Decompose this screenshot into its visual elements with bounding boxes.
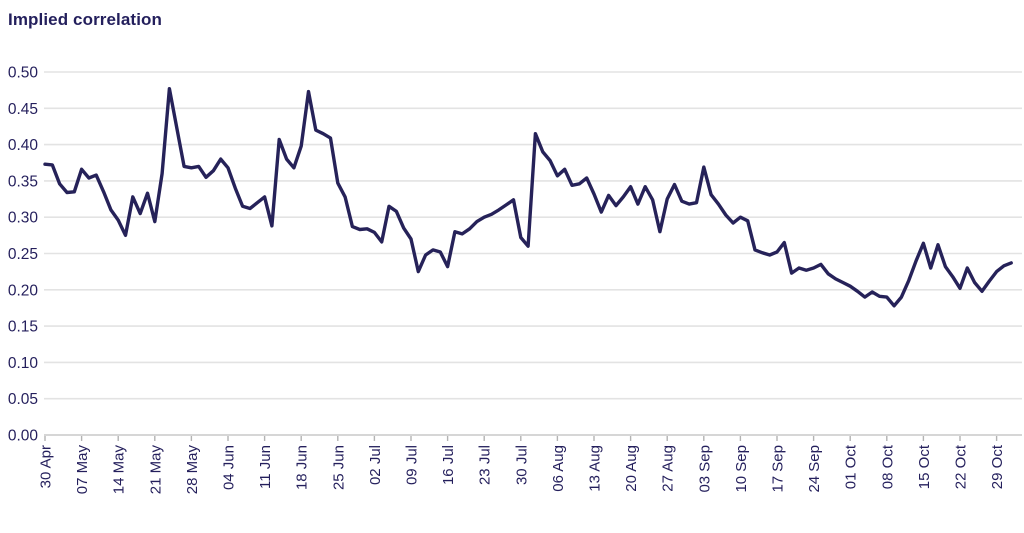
x-tick-label: 27 Aug <box>660 445 677 492</box>
y-tick-label: 0.25 <box>8 246 38 263</box>
series-line-implied-correlation <box>43 86 1013 308</box>
y-tick-label: 0.40 <box>8 137 39 154</box>
y-tick-label: 0.45 <box>8 101 38 118</box>
y-tick-label: 0.00 <box>8 428 39 445</box>
x-tick-label: 14 May <box>111 445 128 495</box>
y-tick-label: 0.20 <box>8 282 39 299</box>
x-tick-label: 22 Oct <box>953 444 970 489</box>
y-tick-label: 0.50 <box>8 65 39 82</box>
y-tick-label: 0.05 <box>8 391 38 408</box>
y-tick-label: 0.30 <box>8 210 39 227</box>
x-tick-label: 04 Jun <box>221 445 238 490</box>
y-tick-labels: 0.00 0.05 0.10 0.15 0.20 0.25 0.30 0.35 0.40 0.45… <box>8 65 39 445</box>
x-tick-label: 17 Sep <box>770 445 787 493</box>
y-tick-label: 0.10 <box>8 355 39 372</box>
x-tick-label: 28 May <box>184 445 201 495</box>
x-tick-label: 20 Aug <box>623 445 640 492</box>
x-tick-label: 24 Sep <box>806 445 823 493</box>
x-tick-label: 10 Sep <box>733 445 750 493</box>
x-tick-label: 18 Jun <box>294 445 311 490</box>
x-ticks <box>44 436 998 441</box>
x-tick-labels: 30 Apr 07 May 14 May 21 May 28 May 04 Jun 11 J… <box>38 444 1007 494</box>
x-tick-label: 21 May <box>147 445 164 495</box>
x-tick-label: 30 Jul <box>513 445 530 485</box>
chart-title: Implied correlation <box>8 10 162 29</box>
x-tick-label: 03 Sep <box>696 445 713 493</box>
x-tick-label: 13 Aug <box>587 445 604 492</box>
x-tick-label: 23 Jul <box>477 445 494 485</box>
x-tick-label: 11 Jun <box>257 445 274 489</box>
x-tick-label: 08 Oct <box>879 444 896 489</box>
x-tick-label: 06 Aug <box>550 445 567 492</box>
x-tick-label: 01 Oct <box>843 444 860 489</box>
y-tick-label: 0.35 <box>8 173 38 190</box>
x-tick-label: 02 Jul <box>367 445 384 485</box>
x-tick-label: 16 Jul <box>440 445 457 485</box>
y-grid <box>44 71 1022 436</box>
y-tick-label: 0.15 <box>8 319 38 336</box>
x-tick-label: 09 Jul <box>404 445 421 485</box>
x-tick-label: 15 Oct <box>916 444 933 489</box>
x-tick-label: 07 May <box>74 445 91 495</box>
x-tick-label: 30 Apr <box>38 445 55 488</box>
x-tick-label: 25 Jun <box>330 445 347 490</box>
x-tick-label: 29 Oct <box>989 444 1006 489</box>
